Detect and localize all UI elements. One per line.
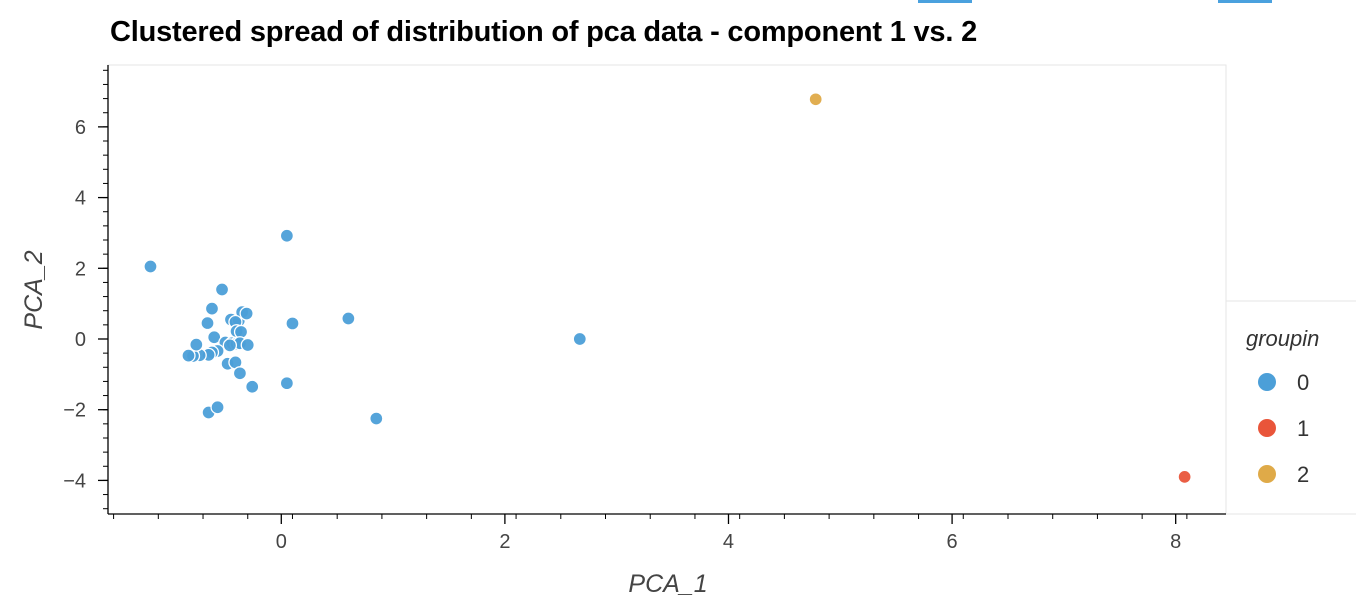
chart-title: Clustered spread of distribution of pca … [110, 16, 977, 48]
data-point-group-0 [285, 316, 300, 331]
toolbar-accent-right [1218, 0, 1272, 3]
data-point-group-0 [210, 400, 225, 415]
y-tick-label: 2 [75, 258, 86, 280]
legend-title: groupin [1246, 326, 1319, 351]
x-tick-label: 6 [947, 531, 958, 553]
data-point-group-0 [572, 331, 587, 347]
data-points [143, 92, 1192, 485]
legend-marker-1 [1258, 419, 1276, 437]
legend-marker-2 [1258, 465, 1276, 483]
data-point-group-0 [240, 337, 255, 353]
legend-label-0: 0 [1297, 370, 1309, 395]
x-tick-label: 0 [276, 531, 287, 553]
data-point-group-0 [245, 379, 260, 394]
data-point-group-0 [232, 366, 248, 381]
y-tick-label: 4 [75, 188, 86, 210]
y-tick-label: −2 [63, 400, 86, 422]
legend-frame [1225, 300, 1356, 515]
data-point-group-0 [143, 259, 158, 274]
legend: groupin 0 1 2 [1246, 326, 1319, 487]
y-axis: −4 −2 0 2 4 6 [63, 65, 109, 514]
data-point-group-1 [1177, 469, 1192, 485]
data-point-group-0 [200, 315, 215, 331]
y-tick-label: 6 [75, 117, 86, 139]
data-point-group-0 [239, 306, 254, 321]
data-point-group-2 [808, 92, 823, 107]
x-tick-label: 2 [499, 531, 510, 553]
data-point-group-0 [279, 376, 295, 391]
data-point-group-0 [181, 348, 196, 363]
x-axis: 0 2 4 6 8 [108, 513, 1226, 553]
data-point-group-0 [369, 411, 384, 426]
data-point-group-0 [222, 338, 238, 353]
toolbar-accent-left [918, 0, 972, 3]
data-point-group-0 [341, 311, 356, 326]
plot-frame [107, 64, 1227, 515]
y-axis-label: PCA_2 [20, 250, 48, 329]
x-axis-label: PCA_1 [628, 570, 707, 598]
data-point-group-0 [204, 301, 220, 316]
y-tick-label: −4 [63, 470, 86, 492]
data-point-group-0 [189, 337, 204, 352]
y-tick-label: 0 [75, 329, 86, 351]
legend-label-2: 2 [1297, 462, 1309, 487]
x-tick-label: 8 [1170, 531, 1181, 553]
legend-label-1: 1 [1297, 416, 1309, 441]
x-tick-label: 4 [723, 531, 734, 553]
data-point-group-0 [279, 228, 295, 243]
data-point-group-0 [214, 282, 230, 297]
legend-marker-0 [1258, 373, 1276, 391]
